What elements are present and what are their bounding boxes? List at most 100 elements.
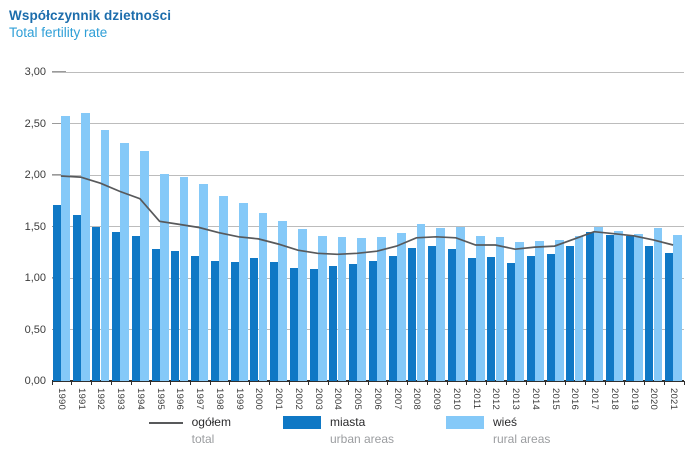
bar-rural-2001 xyxy=(278,221,288,381)
x-tick-26 xyxy=(565,381,566,385)
bar-rural-1995 xyxy=(159,173,169,381)
gridline-3.00 xyxy=(52,71,684,73)
x-tick-17 xyxy=(387,381,389,385)
x-tick-24 xyxy=(525,381,527,385)
x-axis-label-2020: 2020 xyxy=(648,388,660,410)
x-axis-label-2006: 2006 xyxy=(371,388,383,410)
bar-urban-2001 xyxy=(270,261,279,381)
total-line-swatch xyxy=(148,422,183,424)
legend: ogółem total miasta urban areas wieś rur… xyxy=(0,415,699,446)
bar-urban-2002 xyxy=(289,267,298,381)
bar-rural-2012 xyxy=(495,236,505,381)
x-axis-label-2009: 2009 xyxy=(431,388,443,410)
x-axis-label-2011: 2011 xyxy=(470,388,482,410)
bar-rural-2016 xyxy=(574,235,584,381)
bar-rural-2011 xyxy=(475,235,485,381)
chart-title-polish: Współczynnik dzietności xyxy=(9,8,172,23)
total-line xyxy=(60,175,674,256)
bar-rural-2008 xyxy=(416,224,426,381)
plot-area xyxy=(51,71,685,385)
bar-rural-1996 xyxy=(179,177,189,381)
bar-urban-2011 xyxy=(467,258,476,381)
bar-urban-2004 xyxy=(329,265,338,381)
x-axis-label-2008: 2008 xyxy=(411,388,423,410)
x-axis-label-1997: 1997 xyxy=(194,388,206,410)
x-tick-3 xyxy=(110,381,112,385)
gridline-0.50 xyxy=(52,329,684,330)
x-tick-10 xyxy=(249,381,250,385)
chart-title-english: Total fertility rate xyxy=(9,25,108,40)
x-tick-12 xyxy=(288,381,290,385)
x-tick-9 xyxy=(229,381,231,385)
legend-label-urban-en: urban areas xyxy=(329,432,395,446)
legend-item-urban: miasta urban areas xyxy=(282,415,395,446)
bar-urban-2013 xyxy=(507,262,516,381)
x-axis-label-2004: 2004 xyxy=(332,388,344,410)
x-axis-label-1998: 1998 xyxy=(213,388,225,410)
x-axis-label-1999: 1999 xyxy=(233,388,245,410)
bar-urban-1991 xyxy=(72,215,81,381)
bar-rural-2009 xyxy=(436,227,446,381)
x-axis-label-2012: 2012 xyxy=(490,388,502,410)
x-axis-label-2013: 2013 xyxy=(510,388,522,410)
legend-item-rural: wieś rural areas xyxy=(446,415,550,446)
urban-bar-swatch xyxy=(282,416,321,429)
x-axis-label-2003: 2003 xyxy=(312,388,324,410)
x-axis-label-2001: 2001 xyxy=(273,388,285,410)
bar-urban-2020 xyxy=(645,246,654,381)
x-axis-label-2015: 2015 xyxy=(549,388,561,410)
x-axis-label-2017: 2017 xyxy=(589,388,601,410)
legend-item-total: ogółem total xyxy=(148,415,231,446)
bar-rural-2018 xyxy=(614,230,623,381)
x-tick-4 xyxy=(130,381,132,385)
legend-label-total-en: total xyxy=(191,432,215,446)
y-axis-label-3.00: 3,00 xyxy=(24,66,46,78)
legend-label-urban-pl: miasta xyxy=(329,415,366,429)
bar-urban-1992 xyxy=(92,226,101,381)
bar-urban-1997 xyxy=(191,256,200,381)
bar-rural-2013 xyxy=(515,241,525,381)
y-tick-3.00 xyxy=(52,71,66,72)
x-axis-label-2019: 2019 xyxy=(628,388,640,410)
bar-rural-2020 xyxy=(653,227,663,381)
y-axis-label-2.50: 2,50 xyxy=(24,117,46,130)
x-axis-label-2000: 2000 xyxy=(253,388,265,410)
x-tick-30 xyxy=(644,381,645,385)
bar-urban-1993 xyxy=(112,231,121,381)
x-axis-label-2018: 2018 xyxy=(608,388,620,410)
x-tick-6 xyxy=(170,381,171,385)
x-tick-16 xyxy=(367,381,369,385)
bar-urban-2003 xyxy=(309,268,318,381)
x-tick-2 xyxy=(91,381,92,385)
bar-urban-2010 xyxy=(447,249,456,381)
bar-urban-1999 xyxy=(230,261,239,381)
x-tick-19 xyxy=(426,381,428,385)
x-tick-20 xyxy=(446,381,448,385)
y-axis-label-1.00: 1,00 xyxy=(24,272,46,284)
x-tick-15 xyxy=(347,381,349,385)
bar-urban-1995 xyxy=(151,249,160,381)
x-tick-5 xyxy=(150,381,152,385)
x-axis-label-1996: 1996 xyxy=(174,388,186,410)
bar-rural-2000 xyxy=(258,213,268,381)
x-tick-7 xyxy=(189,381,191,385)
x-tick-27 xyxy=(584,381,586,385)
bar-urban-2021 xyxy=(665,253,674,381)
x-tick-18 xyxy=(407,381,408,385)
bar-rural-1998 xyxy=(219,195,228,381)
bar-urban-1994 xyxy=(131,235,140,381)
bar-rural-1994 xyxy=(140,151,149,381)
bar-urban-2016 xyxy=(566,246,575,381)
bar-rural-2014 xyxy=(535,240,544,381)
bar-rural-1991 xyxy=(80,113,90,381)
bar-urban-2009 xyxy=(428,246,437,381)
bar-urban-1996 xyxy=(171,251,180,381)
x-axis-label-2016: 2016 xyxy=(569,388,581,410)
y-tick-2.00 xyxy=(52,174,66,175)
bar-rural-2005 xyxy=(357,237,367,381)
bar-urban-2006 xyxy=(368,260,377,381)
bar-rural-2006 xyxy=(377,236,386,381)
bar-urban-1998 xyxy=(210,260,219,381)
x-axis-label-2014: 2014 xyxy=(529,388,541,410)
